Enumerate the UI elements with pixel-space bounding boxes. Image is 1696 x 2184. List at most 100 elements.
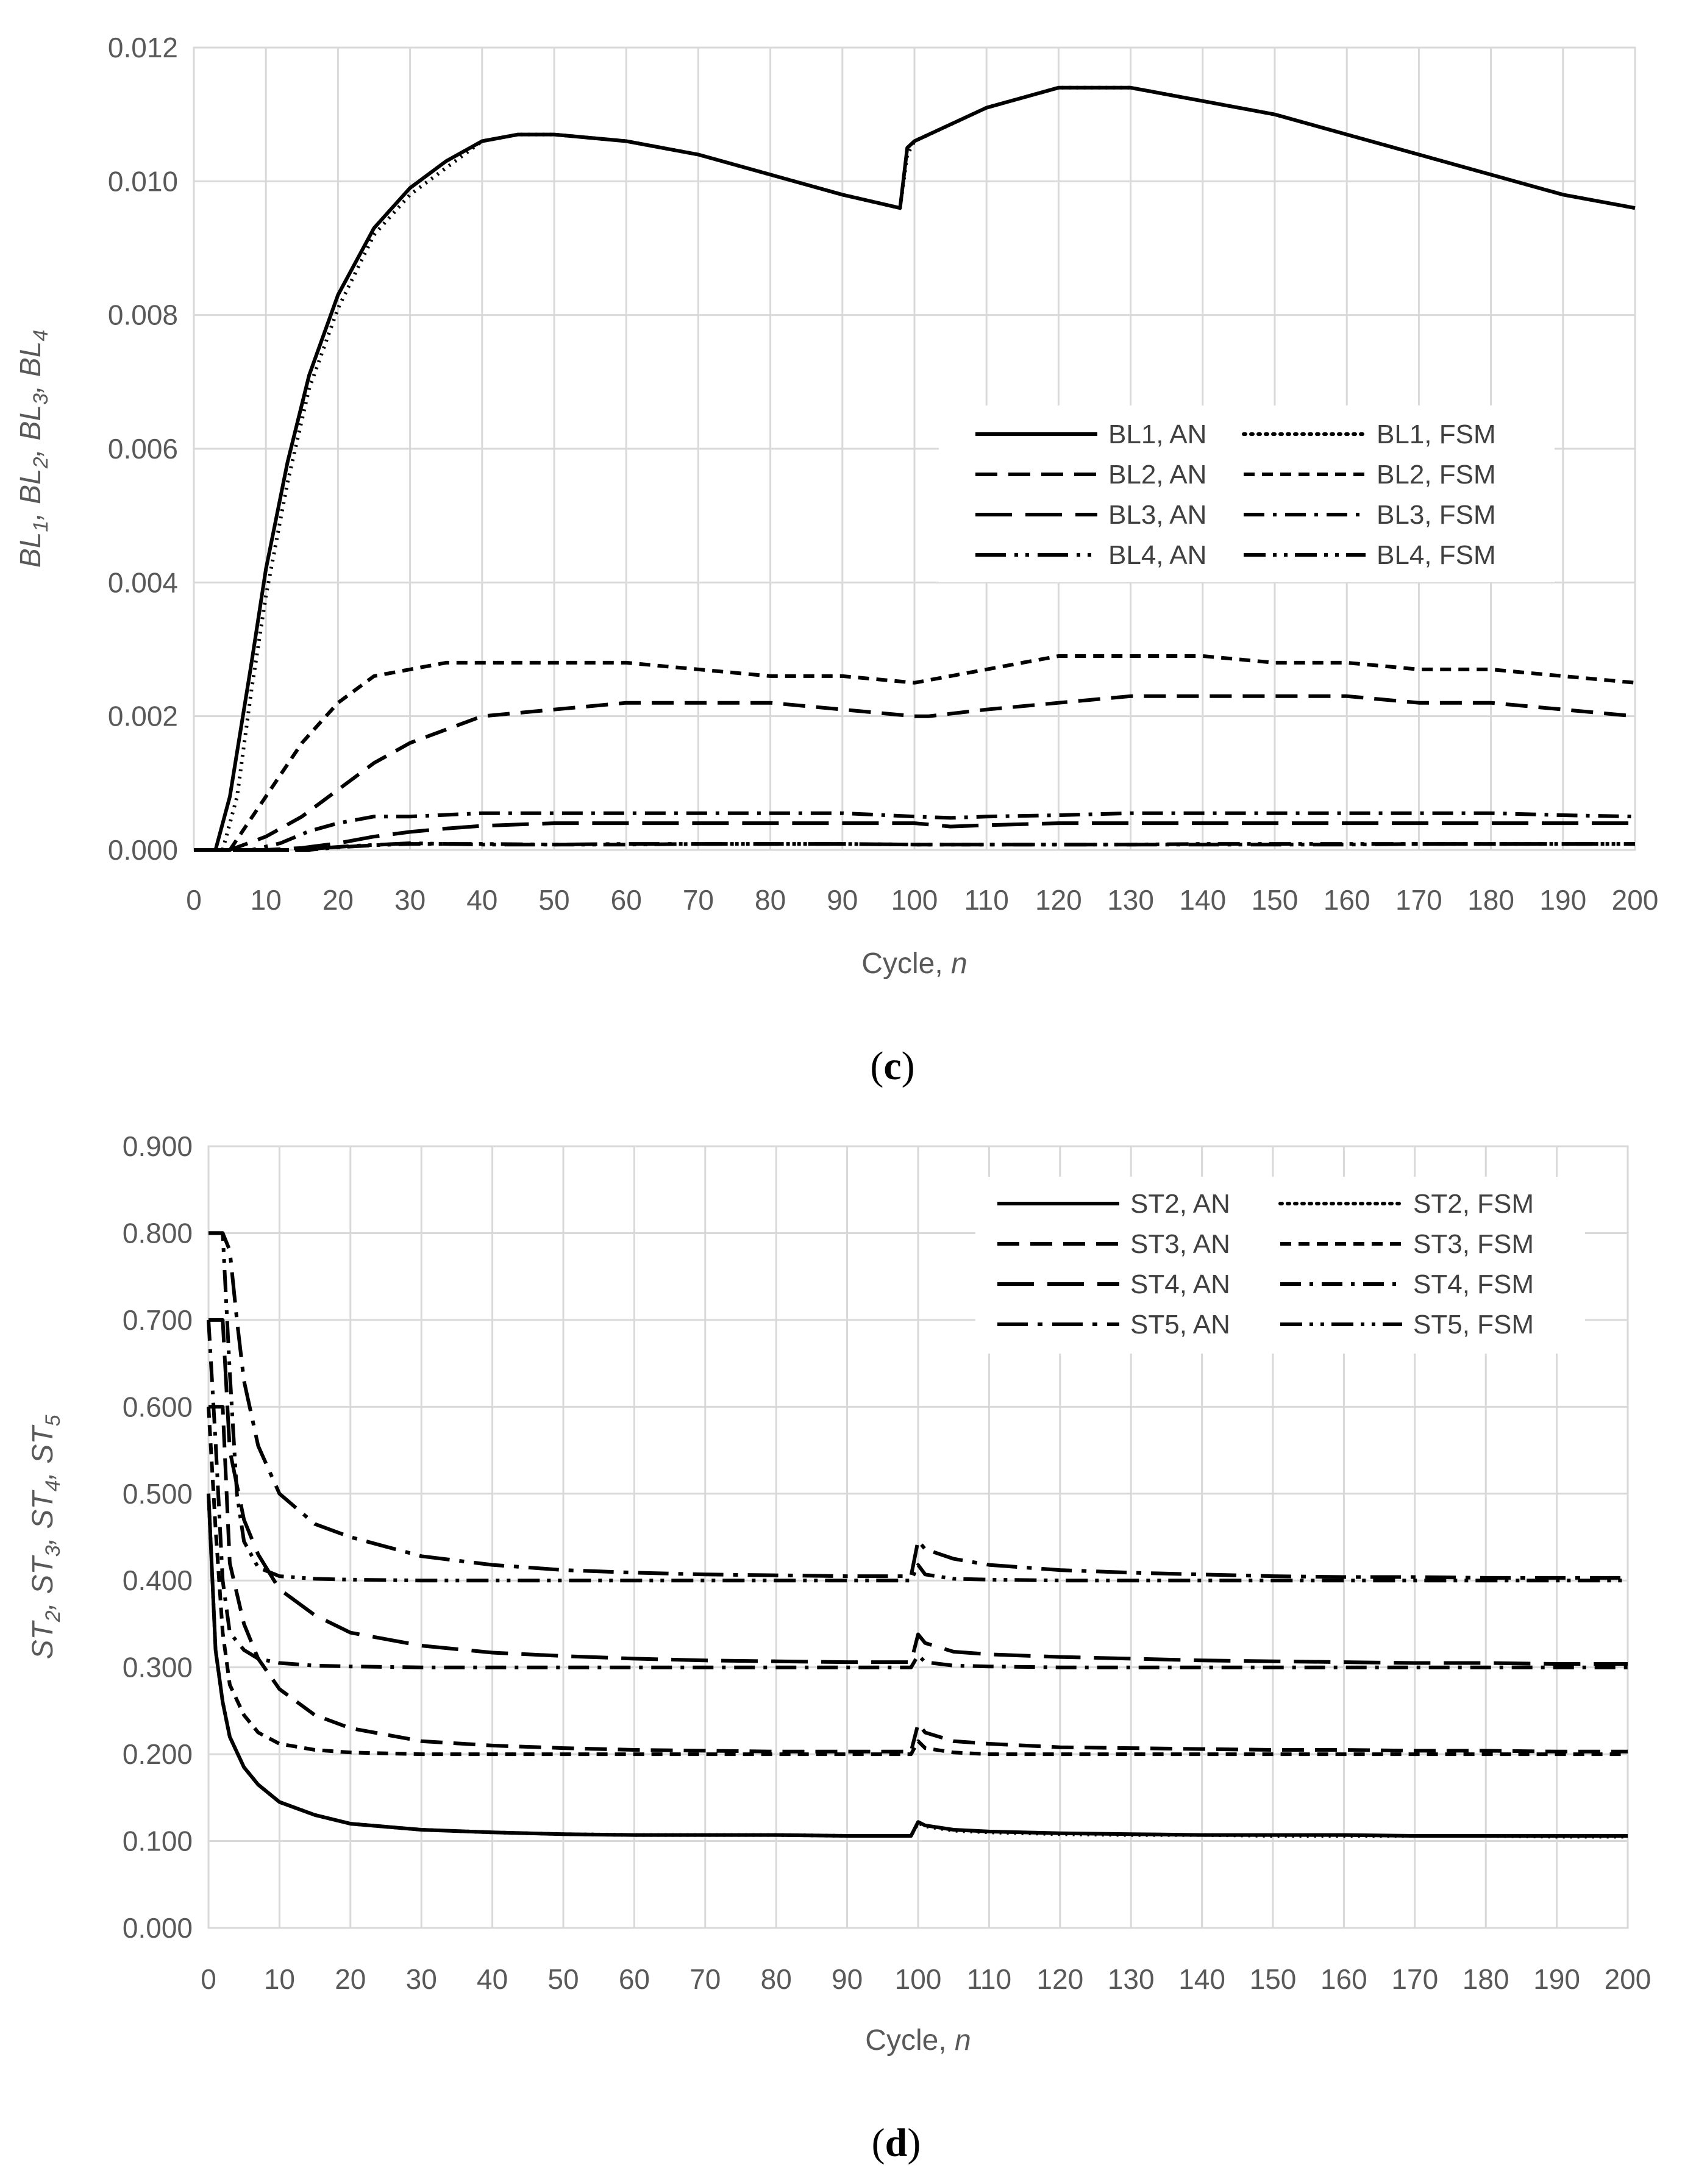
y-tick-label: 0.006	[108, 433, 178, 465]
x-tick-label: 100	[891, 884, 938, 916]
legend-label: ST2, FSM	[1413, 1189, 1534, 1219]
x-tick-label: 20	[335, 1963, 366, 1995]
y-axis-label: ST2​, ST3​, ST4​, ST5​	[27, 1415, 65, 1659]
x-tick-label: 60	[619, 1963, 650, 1995]
series-bl2-an	[194, 694, 1636, 852]
series-bl4-fsm	[194, 842, 1635, 852]
x-tick-label: 90	[832, 1963, 863, 1995]
legend-label: BL3, FSM	[1377, 500, 1496, 530]
legend-label: ST3, FSM	[1413, 1229, 1534, 1259]
series-bl3-fsm	[194, 811, 1636, 852]
y-tick-label: 0.012	[108, 32, 178, 63]
y-tick-label: 0.400	[123, 1565, 193, 1596]
x-tick-label: 200	[1605, 1963, 1651, 1995]
x-tick-label: 70	[689, 1963, 721, 1995]
legend-label: BL1, FSM	[1377, 419, 1496, 449]
x-tick-label: 30	[406, 1963, 437, 1995]
y-tick-label: 0.000	[108, 834, 178, 866]
x-tick-label: 170	[1395, 884, 1442, 916]
x-tick-label: 160	[1320, 1963, 1367, 1995]
x-tick-label: 0	[186, 884, 202, 916]
y-tick-label: 0.500	[123, 1478, 193, 1510]
legend-label: ST5, FSM	[1413, 1310, 1534, 1340]
x-tick-label: 10	[251, 884, 282, 916]
series-bl4-an	[194, 841, 1635, 852]
series-st5-an	[208, 1231, 1628, 1580]
panel-label: (d)	[872, 2121, 921, 2165]
x-tick-label: 190	[1533, 1963, 1580, 1995]
x-tick-label: 110	[964, 884, 1009, 916]
series-bl2-fsm	[194, 654, 1636, 852]
y-tick-label: 0.004	[108, 566, 178, 598]
series-st4-an	[208, 1318, 1628, 1666]
plot-area	[193, 46, 1636, 851]
x-tick-label: 20	[322, 884, 354, 916]
x-axis-label: Cycle, n	[861, 947, 967, 980]
y-tick-label: 0.900	[123, 1130, 193, 1162]
x-tick-label: 50	[538, 884, 569, 916]
x-tick-label: 180	[1467, 884, 1514, 916]
x-tick-label: 0	[201, 1963, 216, 1995]
x-tick-label: 130	[1107, 884, 1154, 916]
legend-label: ST4, FSM	[1413, 1269, 1534, 1299]
x-tick-label: 150	[1252, 884, 1299, 916]
x-tick-label: 140	[1178, 1963, 1225, 1995]
x-tick-label: 50	[547, 1963, 579, 1995]
y-tick-label: 0.300	[123, 1652, 193, 1683]
y-tick-label: 0.200	[123, 1738, 193, 1770]
legend-label: BL2, AN	[1108, 460, 1206, 490]
y-tick-label: 0.100	[123, 1825, 193, 1857]
y-tick-label: 0.002	[108, 701, 178, 732]
x-tick-label: 180	[1463, 1963, 1509, 1995]
x-tick-label: 80	[761, 1963, 792, 1995]
x-tick-label: 100	[895, 1963, 942, 1995]
series-st3-an	[208, 1405, 1628, 1754]
x-tick-label: 130	[1108, 1963, 1155, 1995]
legend-label: ST4, AN	[1130, 1269, 1230, 1299]
y-tick-label: 0.000	[123, 1912, 193, 1944]
chart-c: 0 10 20 30 40 50 60 70 80 90 100 110 120 130 140 150 160…	[15, 32, 1658, 1088]
x-tick-label: 200	[1612, 884, 1659, 916]
legend-label: BL2, FSM	[1377, 460, 1496, 490]
x-tick-label: 70	[683, 884, 714, 916]
x-tick-label: 140	[1179, 884, 1226, 916]
plot-area	[207, 1145, 1629, 1929]
y-axis-label: BL1​, BL2​, BL3​, BL4​	[15, 330, 52, 568]
legend-label: ST3, AN	[1130, 1229, 1230, 1259]
series-bl1-an	[194, 85, 1636, 852]
legend-label: ST2, AN	[1130, 1189, 1230, 1219]
panel-label: (c)	[870, 1044, 914, 1088]
series-st4-fsm	[207, 1319, 1628, 1669]
x-tick-label: 120	[1035, 884, 1082, 916]
x-tick-label: 10	[264, 1963, 295, 1995]
x-tick-label: 30	[394, 884, 426, 916]
y-tick-label: 0.010	[108, 165, 178, 197]
y-tick-label: 0.700	[123, 1304, 193, 1336]
x-tick-label: 110	[967, 1963, 1011, 1995]
series-bl3-an	[194, 821, 1635, 852]
x-tick-label: 120	[1036, 1963, 1083, 1995]
series-bl1-fsm	[194, 85, 1636, 852]
series-st3-fsm	[207, 1407, 1628, 1757]
x-tick-label: 90	[827, 884, 858, 916]
series-st2-fsm	[207, 1493, 1628, 1839]
series-st5-fsm	[208, 1231, 1628, 1583]
x-tick-label: 160	[1324, 884, 1370, 916]
legend-label: BL1, AN	[1108, 419, 1206, 449]
x-tick-label: 60	[611, 884, 642, 916]
legend-label: ST5, AN	[1130, 1310, 1230, 1340]
legend-label: BL4, AN	[1108, 540, 1206, 570]
x-tick-label: 150	[1250, 1963, 1297, 1995]
chart-d: 0 10 20 30 40 50 60 70 80 90 100 110 120 130 140 150 160…	[27, 1130, 1651, 2165]
legend-label: BL3, AN	[1108, 500, 1206, 530]
y-tick-label: 0.800	[123, 1217, 193, 1249]
y-tick-label: 0.600	[123, 1391, 193, 1422]
x-tick-label: 40	[477, 1963, 508, 1995]
x-tick-label: 190	[1539, 884, 1586, 916]
x-axis-label: Cycle, n	[865, 2024, 971, 2057]
y-tick-label: 0.008	[108, 299, 178, 331]
x-tick-label: 40	[466, 884, 497, 916]
legend-label: BL4, FSM	[1377, 540, 1496, 570]
x-tick-label: 170	[1391, 1963, 1438, 1995]
